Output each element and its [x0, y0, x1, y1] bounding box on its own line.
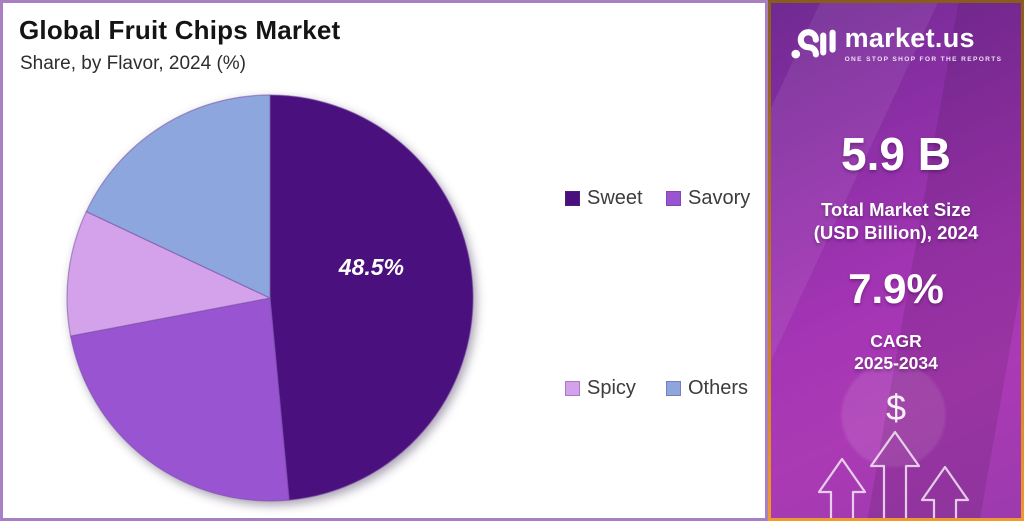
cagr-label-line2: 2025-2034: [854, 352, 938, 373]
cagr-label: CAGR 2025-2034: [771, 331, 1021, 375]
legend-swatch-spicy: [565, 381, 580, 396]
pie-chart-svg: 48.5%: [66, 94, 474, 502]
legend-label-spicy: Spicy: [587, 377, 636, 399]
market-size-value: 5.9 B: [841, 128, 951, 180]
legend-item-savory: Savory: [666, 187, 767, 210]
market-size-label-line2: (USD Billion), 2024: [813, 221, 979, 243]
chart-subtitle: Share, by Flavor, 2024 (%): [20, 53, 246, 74]
legend-item-spicy: Spicy: [565, 377, 666, 400]
legend-swatch-sweet: [565, 191, 580, 206]
cagr-label-line1: CAGR: [870, 331, 922, 351]
brand-logo: market.us ONE STOP SHOP FOR THE REPORTS: [771, 21, 1021, 67]
legend-label-savory: Savory: [688, 187, 751, 209]
market-size-label-line1: Total Market Size: [821, 199, 971, 220]
pie-slice-others: [85, 94, 271, 299]
pie-slice-spicy: [66, 210, 272, 337]
pie-chart: 48.5%: [58, 86, 482, 510]
cagr-value: 7.9%: [848, 265, 944, 312]
legend-label-others: Others: [688, 377, 749, 399]
legend-item-others: Others: [666, 377, 767, 400]
sidebar: market.us ONE STOP SHOP FOR THE REPORTS …: [771, 3, 1021, 518]
pie-slice-savory: [69, 297, 290, 502]
legend-item-sweet: Sweet: [565, 187, 666, 210]
logo-text: market.us ONE STOP SHOP FOR THE REPORTS: [844, 23, 1003, 64]
chart-panel: Global Fruit Chips Market Share, by Flav…: [0, 0, 768, 521]
growth-arrows-icon: [817, 430, 970, 518]
market-us-logo-icon: [791, 29, 836, 59]
dollar-symbol: $: [885, 387, 907, 428]
pie-slice-sweet: [269, 94, 474, 501]
logo-wordmark: market.us: [844, 23, 975, 53]
legend-swatch-others: [666, 381, 681, 396]
legend-row-2: Spicy Others: [565, 377, 767, 400]
market-size-label: Total Market Size (USD Billion), 2024: [771, 199, 1021, 244]
legend-row-1: Sweet Savory: [565, 187, 767, 210]
pie-slice-label-sweet: 48.5%: [338, 254, 404, 280]
legend-label-sweet: Sweet: [587, 187, 643, 209]
sidebar-frame: market.us ONE STOP SHOP FOR THE REPORTS …: [768, 0, 1024, 521]
legend-swatch-savory: [666, 191, 681, 206]
page-title: Global Fruit Chips Market: [19, 15, 341, 45]
logo-tagline: ONE STOP SHOP FOR THE REPORTS: [844, 56, 1003, 63]
